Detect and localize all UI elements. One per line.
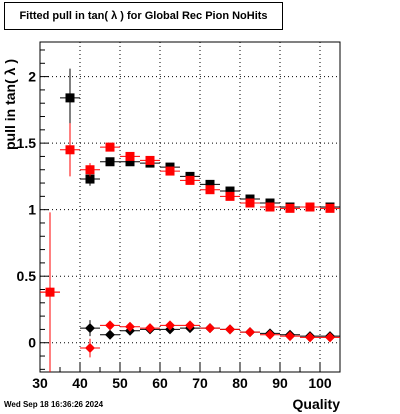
data-point-diamond [265, 329, 275, 340]
data-point-diamond [105, 329, 115, 340]
data-point-square [265, 202, 275, 212]
x-tick-label: 50 [112, 375, 128, 391]
data-point-square [145, 155, 155, 165]
data-point-square [205, 185, 215, 195]
data-point-square [105, 142, 115, 152]
x-axis-label: Quality [292, 396, 340, 412]
data-point-square [85, 174, 95, 184]
data-point-diamond [145, 323, 155, 334]
data-point-diamond [225, 324, 235, 335]
data-point-diamond [45, 287, 55, 298]
data-point-square [165, 166, 175, 176]
data-point-square [185, 175, 195, 185]
y-tick-label: 0 [28, 335, 36, 351]
data-point-square [305, 202, 315, 212]
data-point-diamond [245, 327, 255, 338]
data-point-square [205, 179, 215, 189]
x-tick-label: 60 [152, 375, 168, 391]
chart-title: Fitted pull in tan( λ ) for Global Rec P… [4, 2, 283, 30]
y-tick-label: 2 [28, 69, 36, 85]
axis-ticks: 30 40 50 60 70 80 90 100 0 0.5 1 1.5 2 [17, 49, 332, 391]
y-tick-label: 1 [28, 202, 36, 218]
data-series [40, 68, 340, 372]
data-point-square [65, 145, 75, 155]
y-axis-label: pull in tan( λ ) [2, 59, 18, 150]
data-point-diamond [85, 343, 95, 354]
timestamp: Wed Sep 18 16:36:26 2024 [4, 400, 104, 409]
data-point-square [125, 157, 135, 167]
data-point-diamond [105, 320, 115, 331]
data-point-diamond [325, 332, 335, 343]
data-point-square [245, 198, 255, 208]
x-tick-label: 90 [272, 375, 288, 391]
data-point-diamond [205, 323, 215, 334]
data-point-square [225, 186, 235, 196]
data-point-diamond [285, 331, 295, 342]
x-tick-label: 80 [232, 375, 248, 391]
data-point-diamond [165, 320, 175, 331]
y-tick-label: 1.5 [17, 135, 37, 151]
data-point-diamond [85, 323, 95, 334]
data-point-square [65, 93, 75, 103]
data-point-diamond [305, 332, 315, 343]
x-tick-label: 100 [308, 375, 332, 391]
data-point-square [225, 191, 235, 201]
data-point-square [85, 165, 95, 175]
y-tick-label: 0.5 [17, 268, 37, 284]
data-point-square [285, 203, 295, 213]
data-point-diamond [125, 321, 135, 332]
data-point-square [125, 151, 135, 161]
x-tick-label: 30 [32, 375, 48, 391]
data-point-diamond [185, 320, 195, 331]
series-red-diamond [40, 212, 340, 372]
x-tick-label: 70 [192, 375, 208, 391]
data-point-square [105, 157, 115, 167]
x-tick-label: 40 [72, 375, 88, 391]
data-point-square [325, 203, 335, 213]
